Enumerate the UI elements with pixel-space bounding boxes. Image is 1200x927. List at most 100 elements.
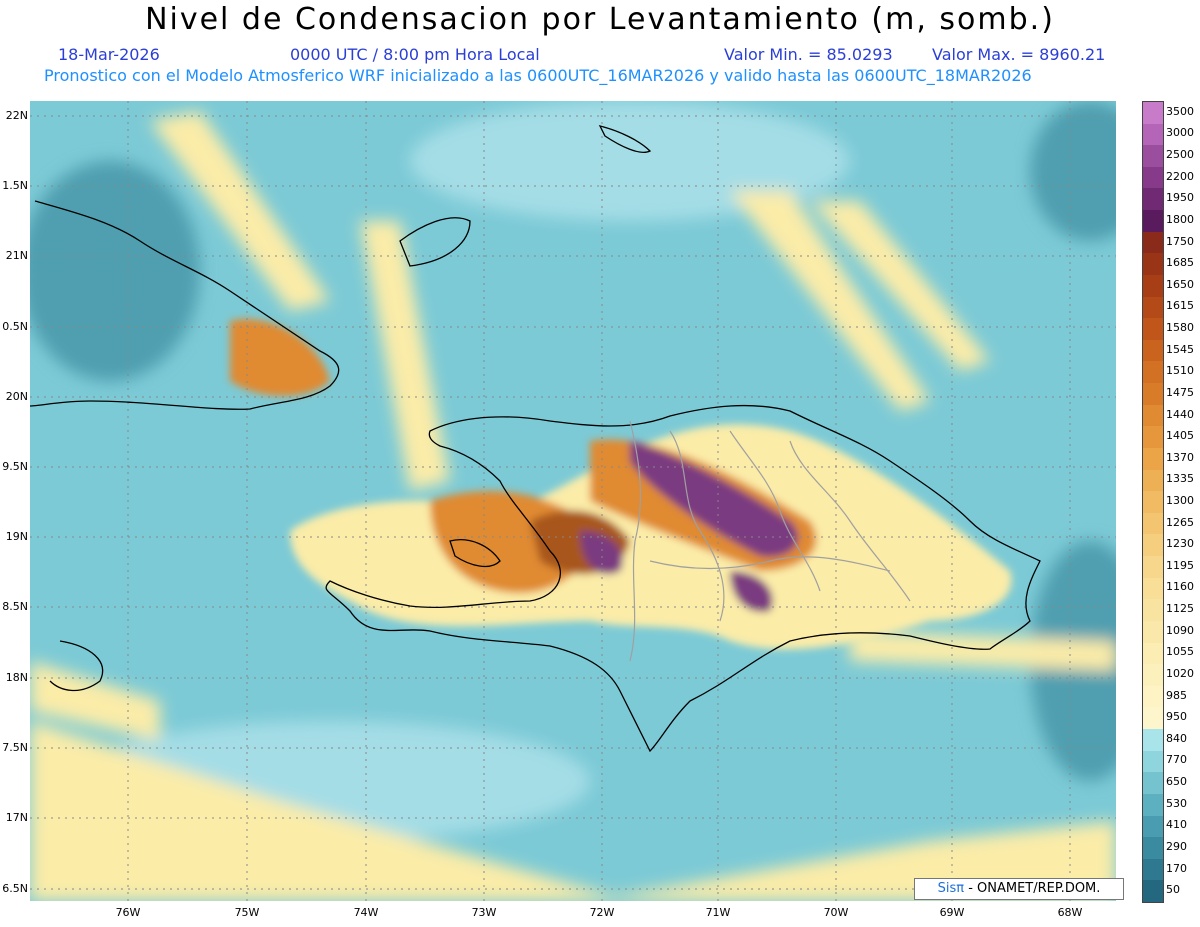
colorbar-label: 2500 [1166, 148, 1194, 162]
yellow-band-west [30, 661, 160, 741]
colorbar-label: 1950 [1166, 191, 1194, 205]
lat-label: 20N [5, 390, 28, 403]
colorbar-label: 1195 [1166, 558, 1194, 572]
colorbar [1142, 101, 1164, 903]
colorbar-label: 530 [1166, 796, 1187, 810]
colorbar-segment [1143, 599, 1163, 622]
colorbar-segment [1143, 707, 1163, 730]
colorbar-segment [1143, 318, 1163, 341]
colorbar-label: 950 [1166, 710, 1187, 724]
lat-label: 21N [5, 249, 28, 262]
model-info: Pronostico con el Modelo Atmosferico WRF… [44, 66, 1032, 85]
colorbar-label: 50 [1166, 883, 1180, 897]
colorbar-label: 1650 [1166, 277, 1194, 291]
colorbar-label: 1230 [1166, 537, 1194, 551]
colorbar-label: 770 [1166, 753, 1187, 767]
lon-label: 72W [589, 906, 615, 919]
lon-label: 68W [1057, 906, 1083, 919]
colorbar-segment [1143, 750, 1163, 773]
lat-label: 18N [5, 671, 28, 684]
colorbar-segment [1143, 772, 1163, 795]
colorbar-segment [1143, 296, 1163, 319]
province-border-4 [649, 556, 891, 572]
colorbar-segment [1143, 577, 1163, 600]
purple-zone-west [580, 531, 623, 575]
colorbar-segment [1143, 815, 1163, 838]
lon-label: 74W [353, 906, 379, 919]
lon-label: 73W [471, 906, 497, 919]
colorbar-segment [1143, 123, 1163, 146]
colorbar-segment [1143, 231, 1163, 254]
credit-box: Sisπ - ONAMET/REP.DOM. [914, 878, 1124, 900]
colorbar-label: 1335 [1166, 472, 1194, 486]
colorbar-label: 1370 [1166, 450, 1194, 464]
value-min: Valor Min. = 85.0293 [724, 45, 893, 64]
colorbar-label: 1055 [1166, 645, 1194, 659]
lon-label: 76W [115, 906, 141, 919]
yellow-streak-4 [360, 221, 450, 491]
lat-label: 17N [5, 811, 28, 824]
colorbar-segment [1143, 491, 1163, 514]
lon-label: 70W [823, 906, 849, 919]
colorbar-segment [1143, 664, 1163, 687]
colorbar-segment [1143, 210, 1163, 233]
forecast-time: 0000 UTC / 8:00 pm Hora Local [290, 45, 540, 64]
colorbar-label: 1300 [1166, 494, 1194, 507]
map-canvas [30, 101, 1116, 901]
lat-label: 7.5N [2, 741, 28, 754]
purple-zone-cordillera [630, 441, 799, 557]
cuba-coastline [30, 200, 340, 410]
colorbar-segment [1143, 858, 1163, 881]
yellow-streak-3 [150, 111, 330, 311]
yellow-band-southwest [30, 721, 630, 901]
colorbar-label: 985 [1166, 688, 1187, 702]
colorbar-label: 1265 [1166, 515, 1194, 529]
lat-label: 6.5N [2, 882, 28, 895]
colorbar-label: 1580 [1166, 321, 1194, 335]
colorbar-label: 1020 [1166, 666, 1194, 680]
colorbar-segment [1143, 512, 1163, 535]
colorbar-label: 3000 [1166, 126, 1194, 140]
provincial-borders [629, 420, 911, 662]
map-title: Nivel de Condensacion por Levantamiento … [145, 2, 1055, 37]
colorbar-label: 1440 [1166, 407, 1194, 421]
colorbar-segment [1143, 556, 1163, 579]
colorbar-label: 1510 [1166, 364, 1194, 378]
colorbar-segment [1143, 339, 1163, 362]
colorbar-label: 290 [1166, 839, 1187, 853]
credit-org: - ONAMET/REP.DOM. [964, 881, 1101, 896]
value-max: Valor Max. = 8960.21 [932, 45, 1106, 64]
lat-label: 0.5N [2, 320, 28, 333]
colorbar-label: 3500 [1166, 104, 1194, 118]
orange-zone-cuba [230, 319, 330, 396]
jamaica-coastline [49, 640, 104, 692]
colorbar-segment [1143, 383, 1163, 406]
credit-brand: Sisπ [937, 881, 965, 896]
lat-label: 19N [5, 530, 28, 543]
deep-region-west [30, 161, 200, 381]
colorbar-segment [1143, 837, 1163, 860]
colorbar-segment [1143, 469, 1163, 492]
colorbar-segment [1143, 447, 1163, 471]
colorbar-segment [1143, 793, 1163, 816]
lat-label: 8.5N [2, 600, 28, 613]
colorbar-label: 2200 [1166, 169, 1194, 183]
colorbar-segment [1143, 274, 1163, 298]
colorbar-segment [1143, 426, 1163, 449]
lat-label: 22N [5, 109, 28, 122]
colorbar-segment [1143, 145, 1163, 168]
lon-label: 71W [705, 906, 731, 919]
province-border-2 [729, 430, 821, 592]
colorbar-label: 1750 [1166, 234, 1194, 248]
graticule [30, 101, 1116, 901]
purple-zone-south [730, 571, 773, 612]
lon-label: 75W [234, 906, 260, 919]
colorbar-label: 1475 [1166, 385, 1194, 399]
colorbar-label: 410 [1166, 818, 1187, 832]
forecast-date: 18-Mar-2026 [58, 45, 160, 64]
colorbar-label: 1800 [1166, 212, 1194, 226]
forecast-map[interactable] [30, 101, 1116, 901]
province-border-3 [789, 440, 911, 602]
colorbar-segment [1143, 404, 1163, 427]
colorbar-segment [1143, 253, 1163, 276]
